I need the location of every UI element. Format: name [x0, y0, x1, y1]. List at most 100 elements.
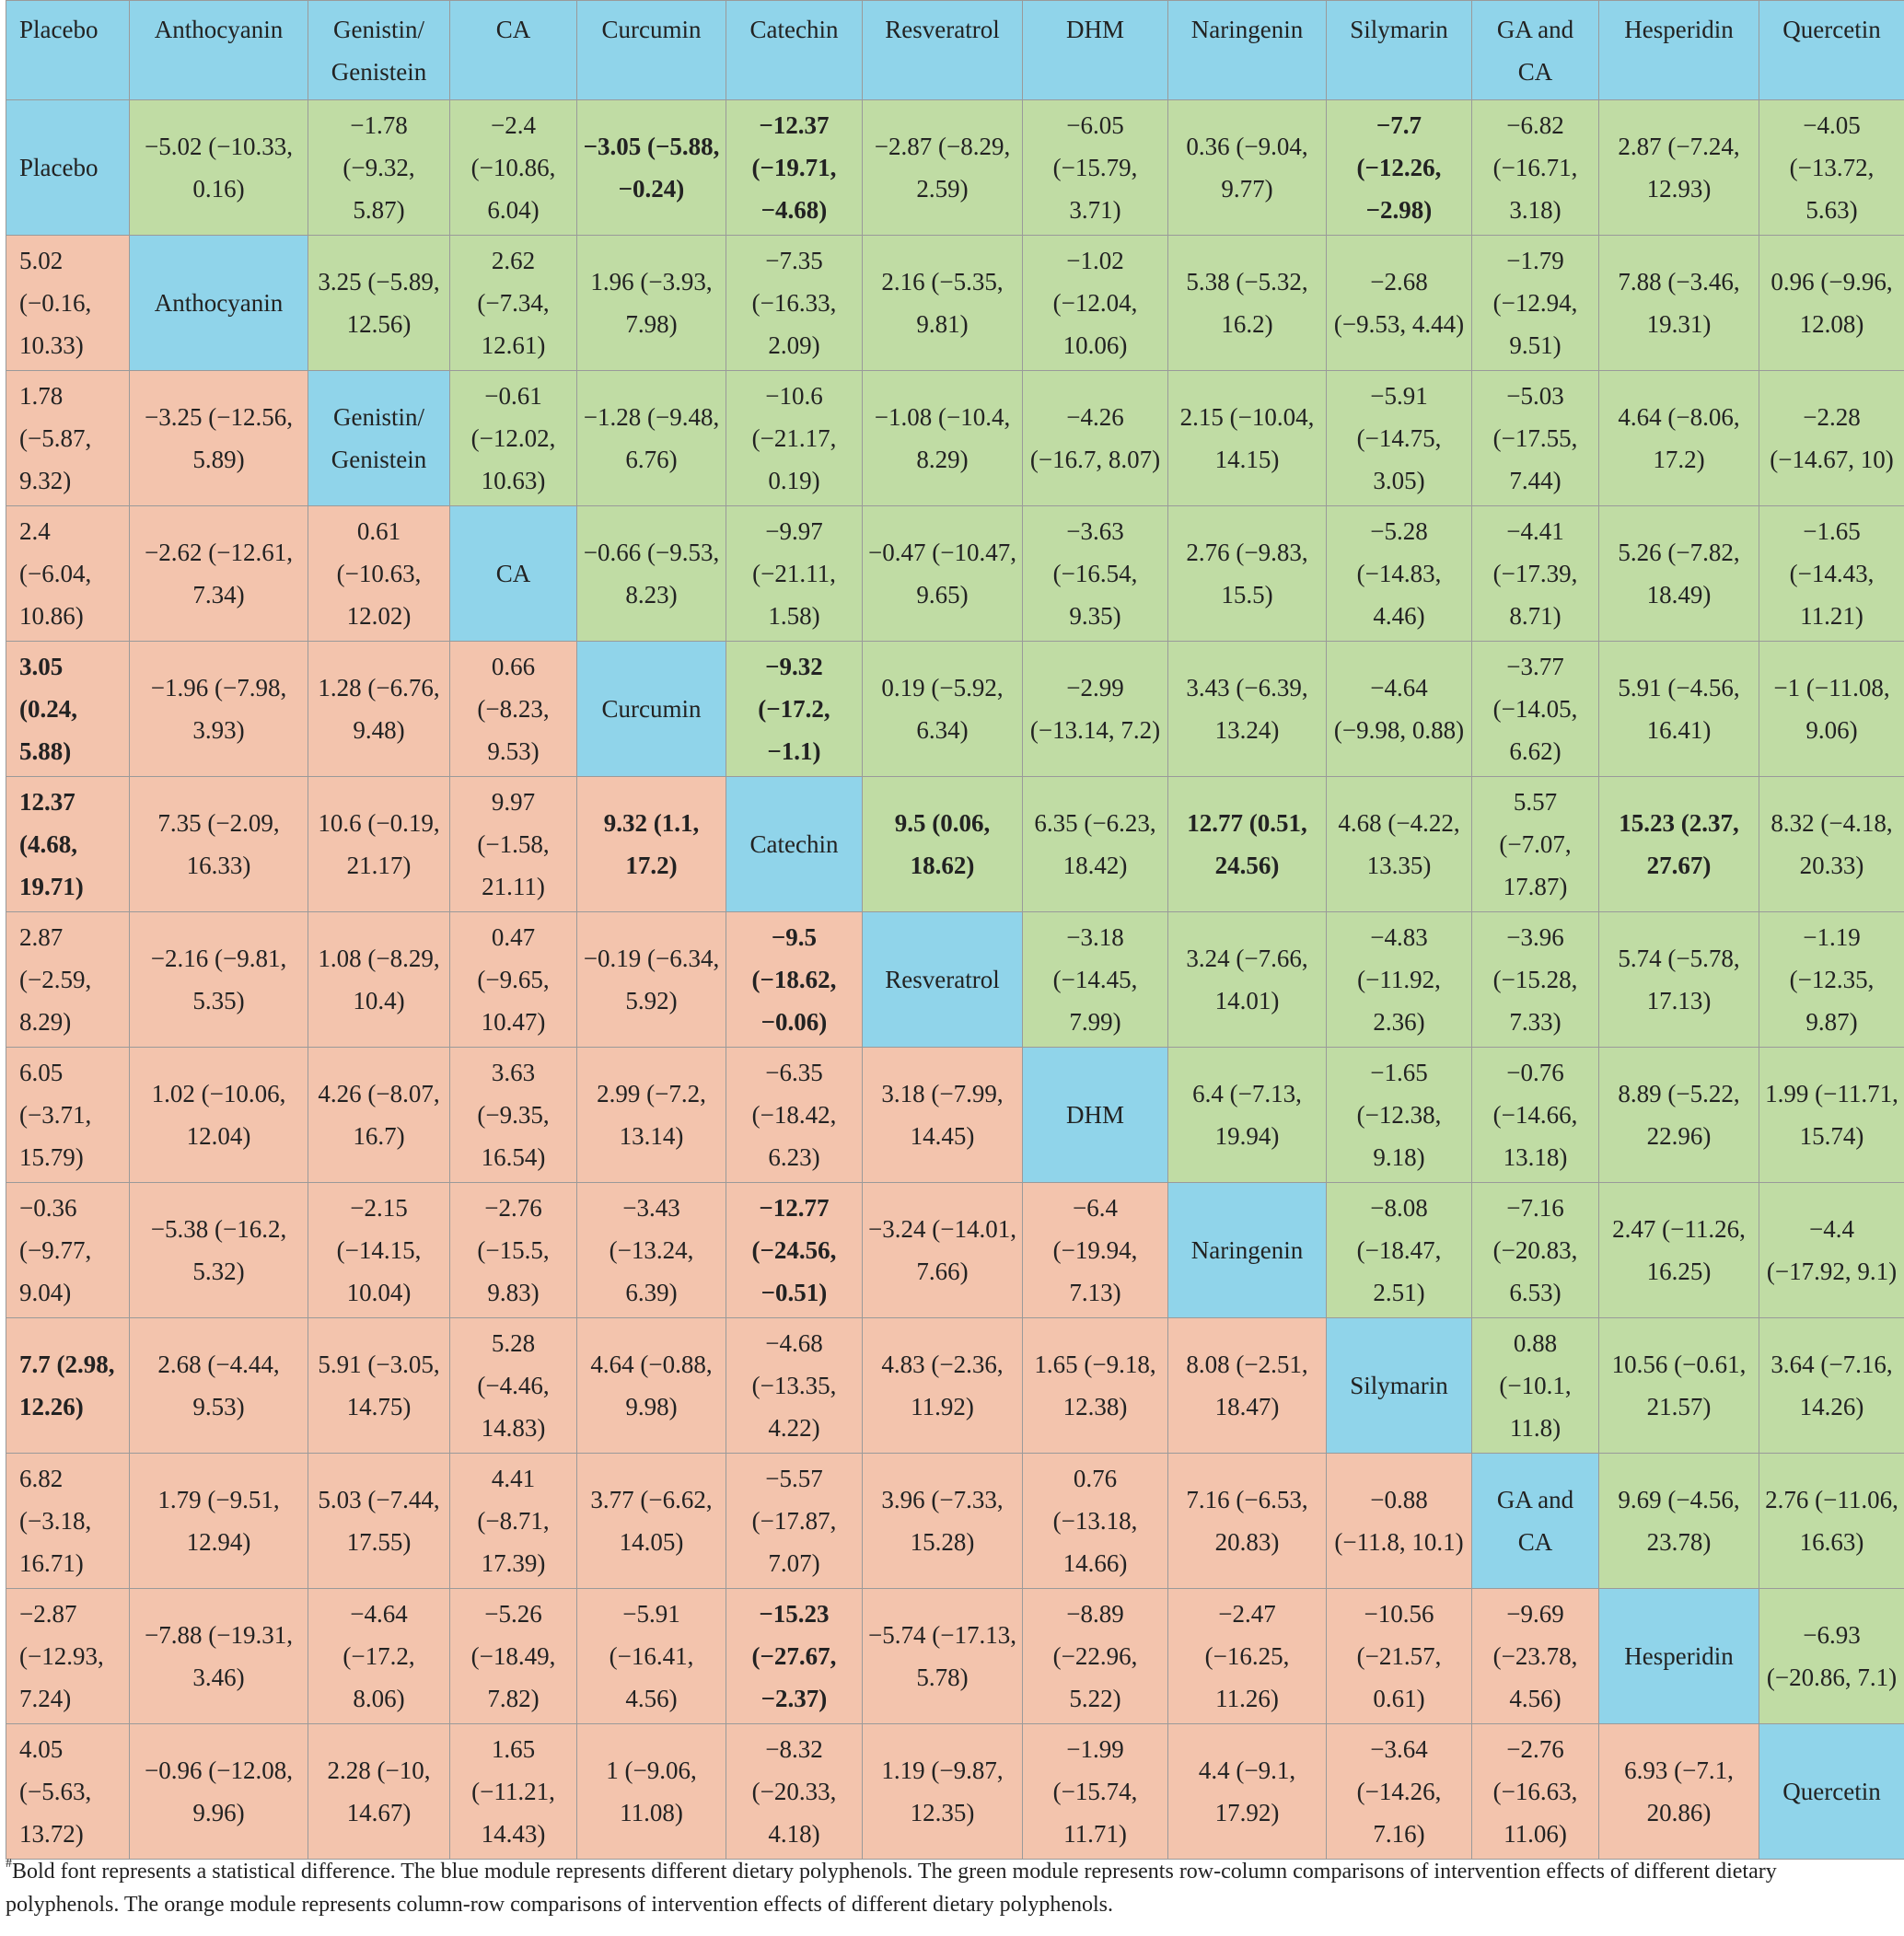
column-row-comparison-cell: 4.64 (−0.88, 9.98): [576, 1317, 726, 1454]
column-header-ga-and-ca: GA and CA: [1471, 0, 1599, 100]
diagonal-label-cell: Resveratrol: [862, 911, 1023, 1048]
table-row: 7.7 (2.98, 12.26) 2.68 (−4.44, 9.53) 5.91 …: [6, 1317, 1904, 1454]
row-column-comparison-cell: −2.87 (−8.29, 2.59): [862, 99, 1023, 236]
row-column-comparison-cell: 9.5 (0.06, 18.62): [862, 776, 1023, 912]
row-column-comparison-cell: −1.02 (−12.04, 10.06): [1022, 235, 1168, 371]
column-row-comparison-cell: −6.35 (−18.42, 6.23): [726, 1047, 863, 1183]
column-row-comparison-cell: −8.32 (−20.33, 4.18): [726, 1723, 863, 1860]
diagonal-label-cell: Genistin/ Genistein: [308, 370, 450, 506]
table-row: −0.36 (−9.77, 9.04) −5.38 (−16.2, 5.32) −2…: [6, 1182, 1904, 1318]
column-row-comparison-cell: 8.08 (−2.51, 18.47): [1167, 1317, 1327, 1454]
row-column-comparison-cell: −3.18 (−14.45, 7.99): [1022, 911, 1168, 1048]
row-column-comparison-cell: −2.99 (−13.14, 7.2): [1022, 641, 1168, 777]
row-column-comparison-cell: 5.74 (−5.78, 17.13): [1598, 911, 1759, 1048]
row-column-comparison-cell: 6.4 (−7.13, 19.94): [1167, 1047, 1327, 1183]
column-row-comparison-cell: 9.32 (1.1, 17.2): [576, 776, 726, 912]
table-row: 3.05 (0.24, 5.88) −1.96 (−7.98, 3.93) 1.28…: [6, 641, 1904, 777]
column-row-comparison-cell: −9.5 (−18.62, −0.06): [726, 911, 863, 1048]
column-row-comparison-cell: 5.91 (−3.05, 14.75): [308, 1317, 450, 1454]
row-column-comparison-cell: −1.08 (−10.4, 8.29): [862, 370, 1023, 506]
row-column-comparison-cell: −1.79 (−12.94, 9.51): [1471, 235, 1599, 371]
column-row-comparison-cell: −10.56 (−21.57, 0.61): [1326, 1588, 1472, 1724]
column-row-comparison-cell: 0.61 (−10.63, 12.02): [308, 505, 450, 642]
column-row-comparison-cell: 2.68 (−4.44, 9.53): [129, 1317, 308, 1454]
table-row: 12.37 (4.68, 19.71) 7.35 (−2.09, 16.33) 10…: [6, 776, 1904, 912]
table-body: Placebo Anthocyanin Genistin/ Genistein CA C…: [6, 0, 1904, 1860]
table-row: 6.05 (−3.71, 15.79) 1.02 (−10.06, 12.04) 4…: [6, 1047, 1904, 1183]
column-row-comparison-cell: −3.43 (−13.24, 6.39): [576, 1182, 726, 1318]
row-column-comparison-cell: −5.03 (−17.55, 7.44): [1471, 370, 1599, 506]
row-column-comparison-cell: −5.91 (−14.75, 3.05): [1326, 370, 1472, 506]
diagonal-label-cell: Curcumin: [576, 641, 726, 777]
row-column-comparison-cell: 12.77 (0.51, 24.56): [1167, 776, 1327, 912]
column-row-comparison-cell: −2.62 (−12.61, 7.34): [129, 505, 308, 642]
row-column-comparison-cell: −8.08 (−18.47, 2.51): [1326, 1182, 1472, 1318]
row-column-comparison-cell: −2.4 (−10.86, 6.04): [449, 99, 577, 236]
column-row-comparison-cell: −5.38 (−16.2, 5.32): [129, 1182, 308, 1318]
diagonal-label-cell: Catechin: [726, 776, 863, 912]
column-row-comparison-cell: −8.89 (−22.96, 5.22): [1022, 1588, 1168, 1724]
row-column-comparison-cell: 2.87 (−7.24, 12.93): [1598, 99, 1759, 236]
row-column-comparison-cell: −4.4 (−17.92, 9.1): [1759, 1182, 1904, 1318]
row-column-comparison-cell: −0.47 (−10.47, 9.65): [862, 505, 1023, 642]
column-row-comparison-cell: −3.64 (−14.26, 7.16): [1326, 1723, 1472, 1860]
column-row-comparison-cell: −1.96 (−7.98, 3.93): [129, 641, 308, 777]
table-row: −2.87 (−12.93, 7.24) −7.88 (−19.31, 3.46)…: [6, 1588, 1904, 1724]
row-column-comparison-cell: 5.26 (−7.82, 18.49): [1598, 505, 1759, 642]
column-row-comparison-cell: 5.02 (−0.16, 10.33): [6, 235, 130, 371]
column-header-placebo: Placebo: [6, 0, 130, 100]
diagonal-label-cell: Silymarin: [1326, 1317, 1472, 1454]
column-row-comparison-cell: 0.47 (−9.65, 10.47): [449, 911, 577, 1048]
column-row-comparison-cell: 1.02 (−10.06, 12.04): [129, 1047, 308, 1183]
column-header-silymarin: Silymarin: [1326, 0, 1472, 100]
row-column-comparison-cell: −3.77 (−14.05, 6.62): [1471, 641, 1599, 777]
column-header-ca: CA: [449, 0, 577, 100]
row-column-comparison-cell: 5.57 (−7.07, 17.87): [1471, 776, 1599, 912]
row-column-comparison-cell: 0.36 (−9.04, 9.77): [1167, 99, 1327, 236]
row-column-comparison-cell: 2.15 (−10.04, 14.15): [1167, 370, 1327, 506]
row-column-comparison-cell: −0.76 (−14.66, 13.18): [1471, 1047, 1599, 1183]
column-row-comparison-cell: 6.05 (−3.71, 15.79): [6, 1047, 130, 1183]
diagonal-label-cell: Hesperidin: [1598, 1588, 1759, 1724]
row-column-comparison-cell: 2.47 (−11.26, 16.25): [1598, 1182, 1759, 1318]
column-row-comparison-cell: −0.96 (−12.08, 9.96): [129, 1723, 308, 1860]
column-row-comparison-cell: 1.28 (−6.76, 9.48): [308, 641, 450, 777]
row-column-comparison-cell: 3.43 (−6.39, 13.24): [1167, 641, 1327, 777]
column-row-comparison-cell: −7.88 (−19.31, 3.46): [129, 1588, 308, 1724]
row-column-comparison-cell: −7.35 (−16.33, 2.09): [726, 235, 863, 371]
row-column-comparison-cell: −1 (−11.08, 9.06): [1759, 641, 1904, 777]
row-column-comparison-cell: −0.61 (−12.02, 10.63): [449, 370, 577, 506]
column-row-comparison-cell: −5.91 (−16.41, 4.56): [576, 1588, 726, 1724]
row-column-comparison-cell: −4.83 (−11.92, 2.36): [1326, 911, 1472, 1048]
row-column-comparison-cell: −9.97 (−21.11, 1.58): [726, 505, 863, 642]
column-row-comparison-cell: −2.47 (−16.25, 11.26): [1167, 1588, 1327, 1724]
row-column-comparison-cell: −9.32 (−17.2, −1.1): [726, 641, 863, 777]
column-row-comparison-cell: 4.83 (−2.36, 11.92): [862, 1317, 1023, 1454]
row-column-comparison-cell: 2.76 (−9.83, 15.5): [1167, 505, 1327, 642]
row-column-comparison-cell: −2.28 (−14.67, 10): [1759, 370, 1904, 506]
column-row-comparison-cell: −4.64 (−17.2, 8.06): [308, 1588, 450, 1724]
column-row-comparison-cell: −4.68 (−13.35, 4.22): [726, 1317, 863, 1454]
row-column-comparison-cell: 3.64 (−7.16, 14.26): [1759, 1317, 1904, 1454]
column-row-comparison-cell: 4.05 (−5.63, 13.72): [6, 1723, 130, 1860]
column-row-comparison-cell: −2.76 (−15.5, 9.83): [449, 1182, 577, 1318]
row-column-comparison-cell: 1.96 (−3.93, 7.98): [576, 235, 726, 371]
row-column-comparison-cell: 0.96 (−9.96, 12.08): [1759, 235, 1904, 371]
row-column-comparison-cell: −1.65 (−12.38, 9.18): [1326, 1047, 1472, 1183]
row-column-comparison-cell: −1.65 (−14.43, 11.21): [1759, 505, 1904, 642]
row-column-comparison-cell: −4.41 (−17.39, 8.71): [1471, 505, 1599, 642]
footnote-text: Bold font represents a statistical diffe…: [6, 1860, 1777, 1917]
table-row: 2.87 (−2.59, 8.29) −2.16 (−9.81, 5.35) 1.0…: [6, 911, 1904, 1048]
diagonal-label-cell: CA: [449, 505, 577, 642]
column-row-comparison-cell: −2.76 (−16.63, 11.06): [1471, 1723, 1599, 1860]
column-row-comparison-cell: 5.28 (−4.46, 14.83): [449, 1317, 577, 1454]
column-row-comparison-cell: 6.93 (−7.1, 20.86): [1598, 1723, 1759, 1860]
diagonal-label-cell: Quercetin: [1759, 1723, 1904, 1860]
table-row: 2.4 (−6.04, 10.86) −2.62 (−12.61, 7.34) 0.…: [6, 505, 1904, 642]
row-column-comparison-cell: 15.23 (2.37, 27.67): [1598, 776, 1759, 912]
column-row-comparison-cell: 2.4 (−6.04, 10.86): [6, 505, 130, 642]
column-header-genistin-genistein: Genistin/ Genistein: [308, 0, 450, 100]
footnote: #Bold font represents a statistical diff…: [6, 1855, 1893, 1921]
table-row: 4.05 (−5.63, 13.72) −0.96 (−12.08, 9.96) 2…: [6, 1723, 1904, 1860]
column-row-comparison-cell: 3.77 (−6.62, 14.05): [576, 1453, 726, 1589]
